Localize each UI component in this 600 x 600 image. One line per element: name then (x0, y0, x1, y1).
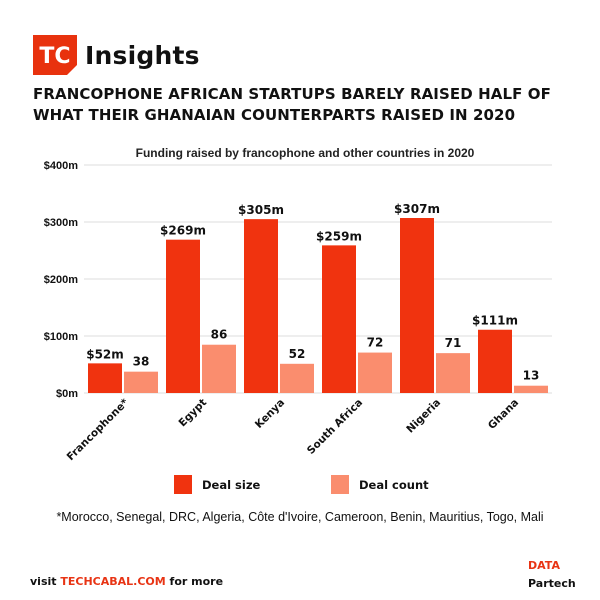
legend-swatch (174, 475, 192, 494)
chart-gridlines (84, 164, 552, 394)
deal-count-label: 72 (367, 336, 384, 350)
deal-size-bar (322, 245, 356, 393)
headline: FRANCOPHONE AFRICAN STARTUPS BARELY RAIS… (33, 85, 552, 124)
deal-size-bar (166, 239, 200, 393)
deal-size-label: $305m (238, 203, 284, 217)
y-tick-label: $200m (44, 274, 78, 286)
footnote: *Morocco, Senegal, DRC, Algeria, Côte d'… (56, 510, 544, 524)
source-label: DATA (528, 559, 560, 572)
brand-name: Insights (85, 40, 200, 70)
data-source: DATA Partech (528, 557, 576, 593)
deal-count-label: 86 (211, 328, 228, 342)
category-label: Nigeria (404, 397, 443, 436)
footer-cta: visit TECHCABAL.COM for more (30, 575, 223, 588)
category-label: Egypt (177, 397, 210, 430)
deal-size-label: $307m (394, 202, 440, 216)
legend-label: Deal count (359, 478, 429, 492)
deal-count-label: 38 (133, 355, 150, 369)
deal-count-bar (202, 344, 236, 393)
y-tick-label: $400m (44, 160, 78, 172)
y-tick-label: $300m (44, 217, 78, 229)
deal-count-bar (514, 385, 548, 393)
deal-size-label: $259m (316, 229, 362, 243)
deal-size-label: $52m (86, 347, 124, 361)
y-tick-label: $0m (56, 388, 78, 400)
brand-logo: TC Insights (33, 35, 200, 75)
deal-count-label: 71 (445, 336, 462, 350)
funding-bar-chart: Funding raised by francophone and other … (44, 146, 552, 494)
chart-title: Funding raised by francophone and other … (136, 146, 475, 160)
footer-suffix: for more (165, 575, 224, 588)
source-name: Partech (528, 577, 576, 590)
category-label: Francophone* (65, 396, 132, 463)
chart-bars: $52m 38 $269m 86 $305m 52 $259m 72 $307m 71 $111m 1… (86, 202, 548, 393)
x-axis: Francophone* Egypt Kenya South Africa Nigeri… (65, 396, 521, 463)
logo-text: TC (39, 44, 70, 69)
deal-count-bar (358, 352, 392, 393)
category-label: Kenya (253, 397, 287, 431)
y-axis: $0m $100m $200m $300m $400m (44, 160, 78, 400)
category-label: South Africa (305, 397, 365, 457)
deal-count-label: 52 (289, 347, 306, 361)
category-label: Ghana (486, 397, 521, 432)
techcabal-link[interactable]: TECHCABAL.COM (60, 575, 166, 588)
deal-size-bar (400, 218, 434, 393)
legend-label: Deal size (202, 478, 261, 492)
legend-swatch (331, 475, 349, 494)
deal-count-bar (436, 353, 470, 393)
chart-legend: Deal size Deal count (174, 475, 429, 494)
deal-count-label: 13 (523, 369, 540, 383)
y-tick-label: $100m (44, 331, 78, 343)
deal-size-bar (478, 329, 512, 393)
deal-size-label: $269m (160, 224, 206, 238)
deal-size-bar (244, 219, 278, 393)
deal-size-label: $111m (472, 314, 518, 328)
techcabal-logo-icon: TC (33, 35, 77, 75)
deal-count-bar (124, 371, 158, 393)
deal-size-bar (88, 363, 122, 393)
deal-count-bar (280, 363, 314, 393)
footer-prefix: visit (30, 575, 61, 588)
